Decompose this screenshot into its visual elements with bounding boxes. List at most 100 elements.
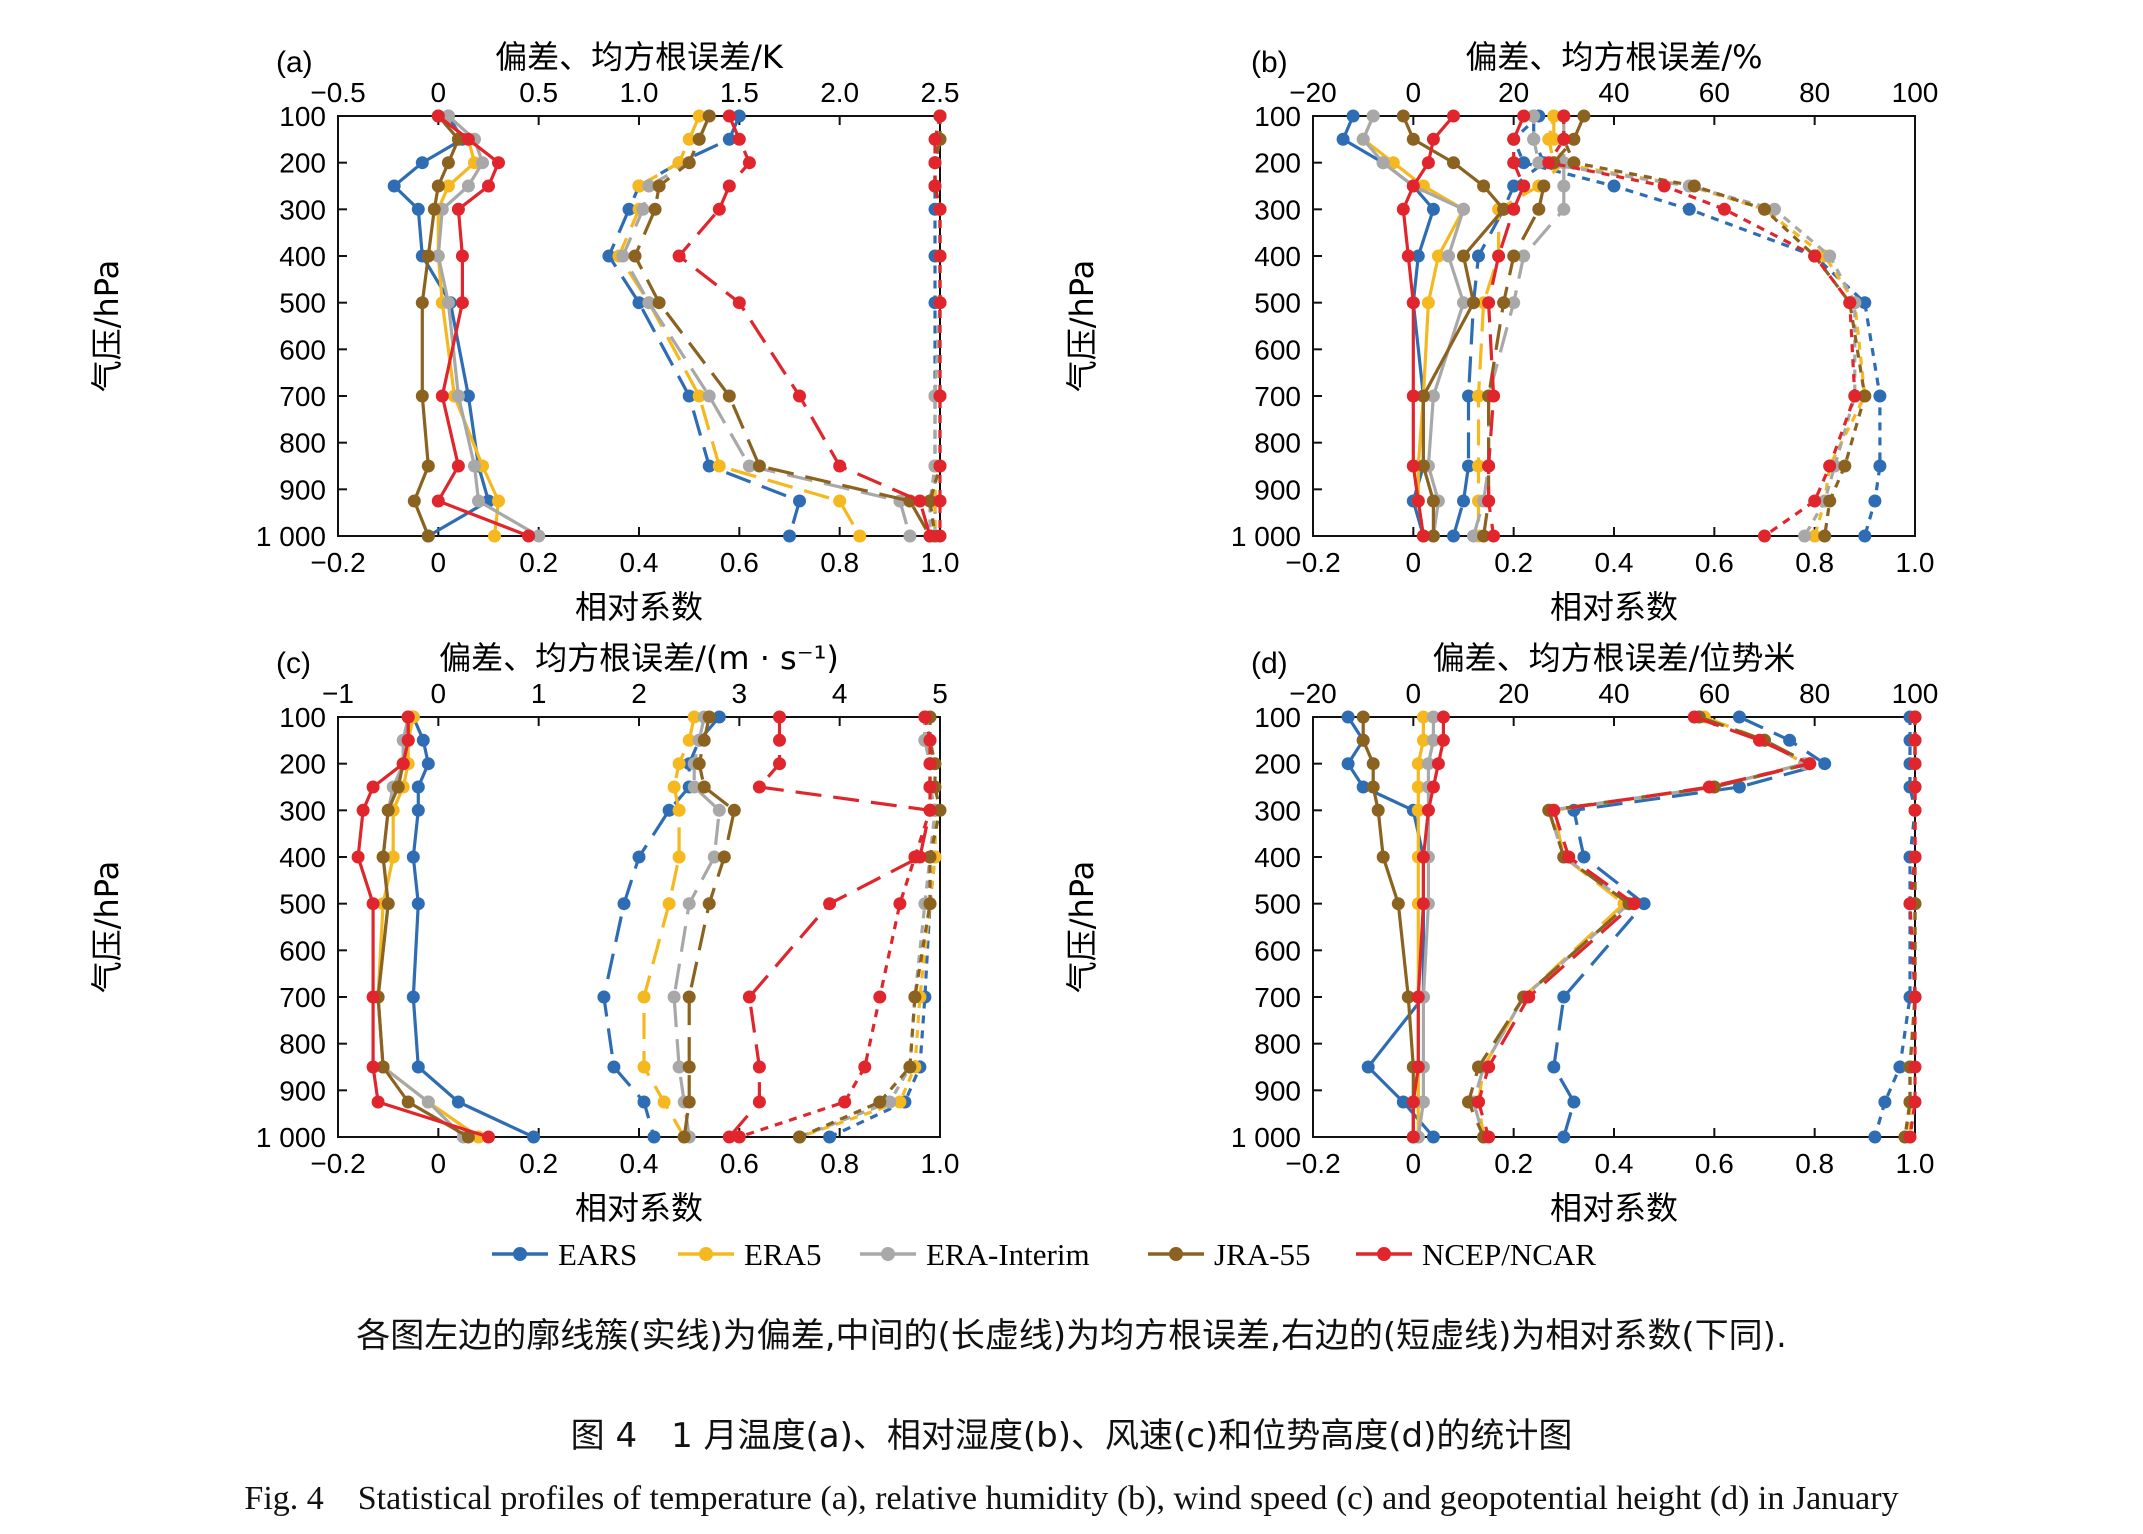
panel-d-top-axis-title: 偏差、均方根误差/位势米 xyxy=(1433,639,1796,677)
panel-a-bottom-tick-label: −0.2 xyxy=(310,547,365,578)
panel-a-jra-55-rmse-point xyxy=(702,109,716,123)
panel-b-era-interim-bias-point xyxy=(1376,156,1390,170)
panel-d-y-tick-label: 600 xyxy=(1254,935,1301,966)
panel-b-ncep-ncar-rmse-point xyxy=(1507,132,1521,146)
panel-c-jra-55-rmse-point xyxy=(717,850,731,864)
panel-c-jra-55-rmse-point xyxy=(692,757,706,771)
panel-a-y-tick-label: 900 xyxy=(279,474,326,505)
panel-a-jra-55-rmse-point xyxy=(648,202,662,216)
legend-label: ERA-Interim xyxy=(926,1237,1090,1272)
panel-b-y-tick-label: 600 xyxy=(1254,334,1301,365)
panel-b-ears-bias-point xyxy=(1426,202,1440,216)
panel-b-era-interim-bias-point xyxy=(1457,202,1470,216)
panel-d-ncep-ncar-rmse-point xyxy=(1522,990,1536,1004)
panel-c-y-tick-label: 100 xyxy=(279,702,326,733)
panel-b-ncep-ncar-bias-point xyxy=(1426,132,1440,146)
panel-a-ncep-ncar-bias-point xyxy=(455,249,469,263)
panel-c-ears-bias-point xyxy=(416,733,430,747)
panel-a-y-tick-label: 500 xyxy=(279,288,326,319)
panel-d-era-interim-bias-point xyxy=(1416,1095,1430,1109)
panel-b-era5-corr-line xyxy=(1547,115,1867,537)
panel-b-y-tick-label: 300 xyxy=(1254,194,1301,225)
panel-c-era-interim-rmse-point xyxy=(682,897,696,911)
panel-b-ncep-ncar-corr-point xyxy=(1848,389,1862,403)
panel-b-era5-corr-point xyxy=(1808,529,1822,543)
panel-b-bottom-tick-label: −0.2 xyxy=(1285,547,1340,578)
panel-c-bottom-tick-label: 0.8 xyxy=(820,1148,859,1179)
panel-d-y-tick-label: 500 xyxy=(1254,889,1301,920)
panel-c-ncep-ncar-rmse-point xyxy=(773,710,786,724)
panel-a-label: (a) xyxy=(276,46,313,79)
panel-b-ncep-ncar-corr-point xyxy=(1557,109,1571,123)
panel-a-jra-55-bias-point xyxy=(415,296,429,310)
panel-c-jra-55-rmse-line xyxy=(682,716,736,1138)
panel-d-ncep-ncar-rmse-point xyxy=(1687,710,1701,724)
panel-d-era-interim-bias-point xyxy=(1421,757,1435,771)
panel-d-bottom-tick-label: 0.8 xyxy=(1795,1148,1834,1179)
panel-a-era5-bias-point xyxy=(492,494,505,508)
panel-d-y-tick-label: 900 xyxy=(1254,1075,1301,1106)
panel-a-y-tick-label: 1 000 xyxy=(256,521,326,552)
panel-d-ncep-ncar-bias-point xyxy=(1436,733,1450,747)
panel-d-era5-bias-point xyxy=(1411,757,1425,771)
panel-b-y-tick-label: 800 xyxy=(1254,428,1301,459)
panel-d-ears-rmse-point xyxy=(1557,1130,1571,1144)
panel-d-ncep-ncar-corr-point xyxy=(1908,733,1922,747)
panel-d-jra-55-bias-point xyxy=(1356,710,1370,724)
panel-a-ears-rmse-point xyxy=(793,494,806,508)
panel-b-ncep-ncar-corr-point xyxy=(1808,249,1822,263)
panel-b-era-interim-corr-point xyxy=(1527,132,1541,146)
panel-c-era5-rmse-point xyxy=(672,757,686,771)
panel-d-ears-rmse-point xyxy=(1732,710,1746,724)
panel-c-era5-rmse-point xyxy=(672,850,686,864)
panel-a-ears-rmse-point xyxy=(632,296,646,310)
panel-d-ncep-ncar-rmse-point xyxy=(1472,1095,1485,1109)
panel-a-ncep-ncar-bias-point xyxy=(482,179,495,193)
panel-a-jra-55-bias-point xyxy=(431,179,445,193)
panel-d-ears-corr-point xyxy=(1878,1095,1892,1109)
panel-c-era-interim-rmse-point xyxy=(672,1060,686,1074)
panel-b-ncep-ncar-rmse-point xyxy=(1517,179,1531,193)
panel-c-ncep-ncar-corr-point xyxy=(918,710,932,724)
panel-c-jra-55-corr-point xyxy=(908,990,922,1004)
panel-a-ncep-ncar-corr-point xyxy=(933,249,947,263)
panel-b-label: (b) xyxy=(1251,46,1288,79)
panel-d-ears-rmse-point xyxy=(1783,733,1797,747)
panel-a-ncep-ncar-corr-point xyxy=(928,132,942,146)
panel-d-ncep-ncar-rmse-point xyxy=(1702,780,1716,794)
panel-a-ncep-ncar-corr-point xyxy=(928,156,942,170)
panel-c-jra-55-rmse-point xyxy=(702,710,716,724)
panel-b-ncep-ncar-rmse-point xyxy=(1517,109,1531,123)
panel-b-ncep-ncar-bias-point xyxy=(1416,529,1430,543)
panel-c-ears-bias-point xyxy=(411,1060,425,1074)
panel-b-ncep-ncar-corr-point xyxy=(1717,202,1731,216)
panel-d-ears-rmse-point xyxy=(1577,850,1591,864)
panel-b-era-interim-corr-point xyxy=(1823,249,1837,263)
panel-d-jra-55-bias-point xyxy=(1376,850,1390,864)
panel-b-jra-55-corr-point xyxy=(1687,179,1701,193)
panel-a-ears-rmse-point xyxy=(783,529,796,543)
panel-b-era-interim-rmse-point xyxy=(1557,179,1571,193)
panel-a-jra-55-corr-point xyxy=(923,494,937,508)
panel-c-jra-55-corr-point xyxy=(933,803,947,817)
panel-b-ncep-ncar-rmse-point xyxy=(1482,459,1496,473)
panel-a-ncep-ncar-bias-point xyxy=(435,389,449,403)
panel-d-bottom-axis-title: 相对系数 xyxy=(1550,1189,1678,1227)
panel-a-jra-55-rmse-point xyxy=(652,179,666,193)
panel-c-ncep-ncar-bias-point xyxy=(371,1095,385,1109)
panel-d-ncep-ncar-corr-point xyxy=(1903,1130,1917,1144)
panel-b-era-interim-rmse-point xyxy=(1507,296,1521,310)
panel-a-ears-bias-point xyxy=(411,202,425,216)
panel-a-jra-55-bias-point xyxy=(415,389,429,403)
panel-a-era-interim-bias-point xyxy=(431,249,445,263)
panel-a-jra-55-rmse-line xyxy=(633,115,932,537)
panel-b-y-tick-label: 200 xyxy=(1254,148,1301,179)
panel-b-jra-55-rmse-point xyxy=(1537,179,1551,193)
panel-c-era5-rmse-point xyxy=(682,733,696,747)
panel-b-ncep-ncar-bias-point xyxy=(1406,459,1420,473)
panel-c-ncep-ncar-bias-point xyxy=(396,757,410,771)
panel-c-ears-rmse-point xyxy=(637,1095,651,1109)
panel-a-y-tick-label: 400 xyxy=(279,241,326,272)
panel-c-bottom-axis-title: 相对系数 xyxy=(575,1189,703,1227)
panel-c-jra-55-rmse-point xyxy=(677,1130,691,1144)
